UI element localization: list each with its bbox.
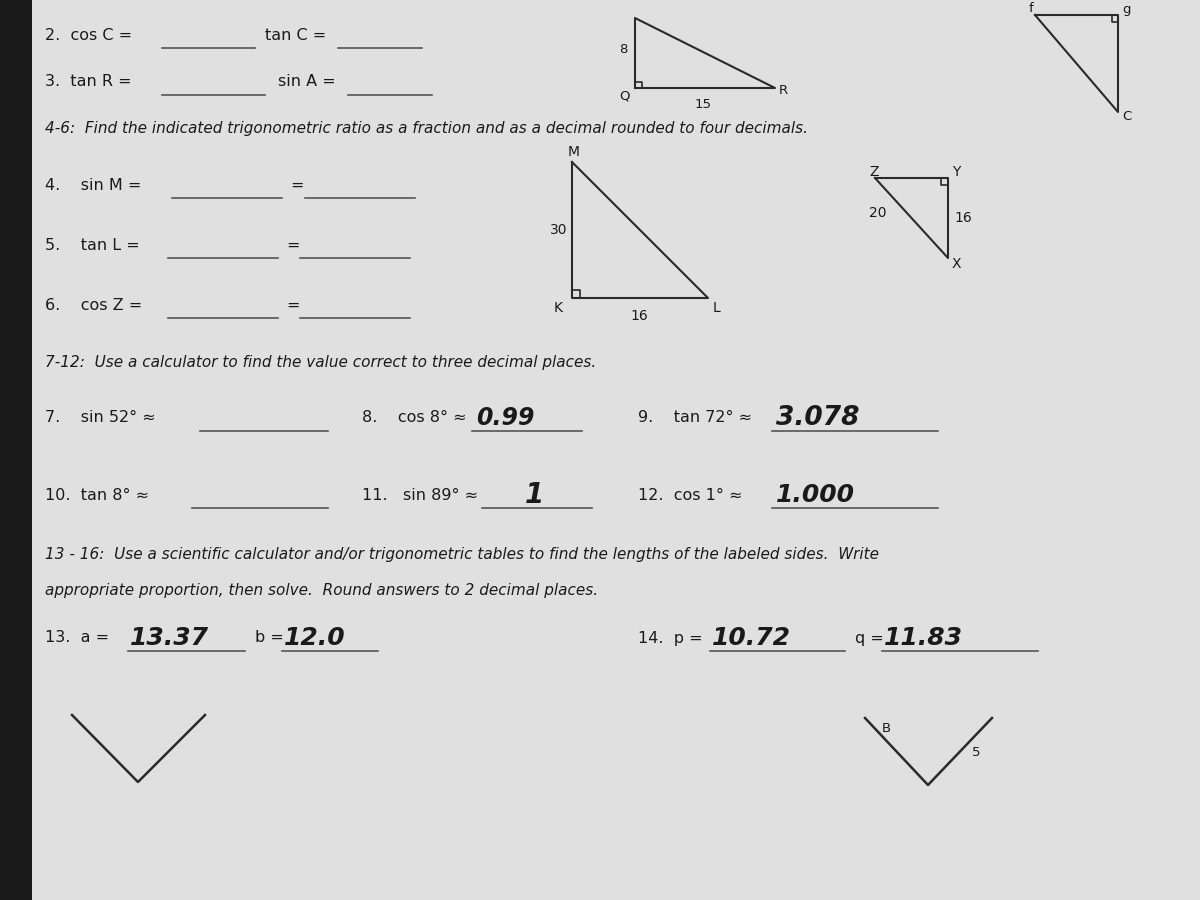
Text: 12.  cos 1° ≈: 12. cos 1° ≈ bbox=[638, 488, 743, 502]
Text: 3.  tan R =: 3. tan R = bbox=[46, 75, 132, 89]
Text: =: = bbox=[286, 298, 300, 312]
Text: 4.    sin M =: 4. sin M = bbox=[46, 177, 142, 193]
Text: 16: 16 bbox=[954, 211, 972, 225]
Text: b =: b = bbox=[254, 631, 284, 645]
Text: 10.72: 10.72 bbox=[712, 626, 791, 650]
Text: f: f bbox=[1030, 3, 1033, 15]
Text: 8: 8 bbox=[619, 42, 628, 56]
Text: 15: 15 bbox=[695, 97, 712, 111]
Text: R: R bbox=[779, 84, 788, 96]
Text: 2.  cos C =: 2. cos C = bbox=[46, 28, 132, 42]
Text: Q: Q bbox=[619, 89, 630, 103]
Text: 10.  tan 8° ≈: 10. tan 8° ≈ bbox=[46, 488, 149, 502]
Text: Z: Z bbox=[869, 165, 878, 179]
Text: 12.0: 12.0 bbox=[284, 626, 346, 650]
Text: Y: Y bbox=[952, 165, 960, 179]
Text: g: g bbox=[1122, 3, 1130, 15]
Text: 8.    cos 8° ≈: 8. cos 8° ≈ bbox=[362, 410, 467, 426]
Text: 13.37: 13.37 bbox=[130, 626, 209, 650]
Text: 5: 5 bbox=[972, 745, 980, 759]
FancyBboxPatch shape bbox=[0, 0, 32, 900]
Text: 7.    sin 52° ≈: 7. sin 52° ≈ bbox=[46, 410, 156, 426]
Text: 20: 20 bbox=[870, 206, 887, 220]
Text: C: C bbox=[1122, 111, 1132, 123]
Text: 5.    tan L =: 5. tan L = bbox=[46, 238, 139, 253]
Text: 3.078: 3.078 bbox=[776, 405, 859, 431]
Text: appropriate proportion, then solve.  Round answers to 2 decimal places.: appropriate proportion, then solve. Roun… bbox=[46, 582, 598, 598]
Text: K: K bbox=[554, 301, 563, 315]
Text: 9.    tan 72° ≈: 9. tan 72° ≈ bbox=[638, 410, 752, 426]
Text: 14.  p =: 14. p = bbox=[638, 631, 703, 645]
Text: 6.    cos Z =: 6. cos Z = bbox=[46, 298, 143, 312]
Text: tan C =: tan C = bbox=[265, 28, 326, 42]
Text: q =: q = bbox=[856, 631, 884, 645]
Text: 11.83: 11.83 bbox=[884, 626, 964, 650]
Text: 13.  a =: 13. a = bbox=[46, 631, 109, 645]
FancyBboxPatch shape bbox=[28, 0, 1200, 900]
Text: 30: 30 bbox=[550, 223, 568, 237]
Text: sin A =: sin A = bbox=[278, 75, 336, 89]
Text: 0.99: 0.99 bbox=[476, 406, 534, 430]
Text: 11.   sin 89° ≈: 11. sin 89° ≈ bbox=[362, 488, 478, 502]
Text: M: M bbox=[568, 145, 580, 159]
Text: B: B bbox=[882, 722, 892, 734]
Text: 13 - 16:  Use a scientific calculator and/or trigonometric tables to find the le: 13 - 16: Use a scientific calculator and… bbox=[46, 547, 878, 562]
Text: 1: 1 bbox=[526, 481, 545, 509]
Text: =: = bbox=[286, 238, 300, 253]
Text: 4-6:  Find the indicated trigonometric ratio as a fraction and as a decimal roun: 4-6: Find the indicated trigonometric ra… bbox=[46, 121, 808, 136]
Text: 7-12:  Use a calculator to find the value correct to three decimal places.: 7-12: Use a calculator to find the value… bbox=[46, 355, 596, 370]
Text: 1.000: 1.000 bbox=[776, 483, 854, 507]
Text: =: = bbox=[290, 177, 304, 193]
Text: X: X bbox=[952, 257, 961, 271]
Text: 16: 16 bbox=[630, 309, 648, 323]
Text: L: L bbox=[713, 301, 721, 315]
